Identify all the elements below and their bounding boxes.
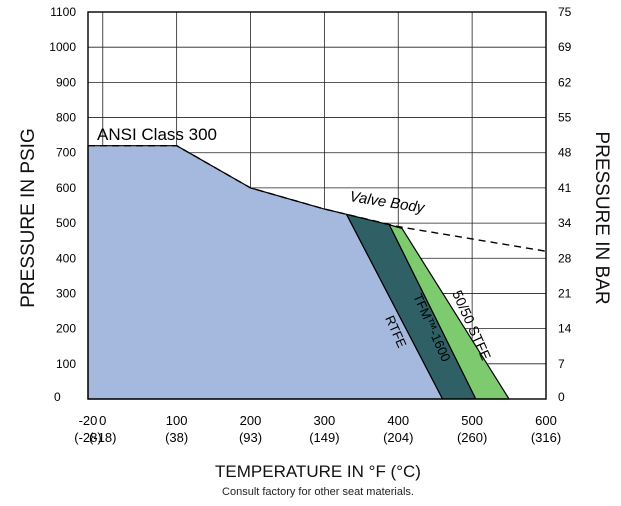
y-left-tick-label: 1000	[49, 40, 76, 54]
x-tick-sublabel: (38)	[165, 430, 188, 445]
x-tick-sublabel: (260)	[457, 430, 487, 445]
x-tick-sublabel: (204)	[383, 430, 413, 445]
y-left-tick-label: 300	[56, 286, 76, 300]
y-left-tick-labels: 0 100 200 300 400 500 600 700 800 900 1000 1100	[49, 5, 76, 404]
y-left-tick-label: 800	[56, 111, 76, 125]
x-tick-label: 600	[535, 413, 557, 428]
x-tick-label: 200	[240, 413, 262, 428]
y-right-tick-label: 48	[558, 146, 572, 160]
x-tick-labels: -20 (-28) 0 (-18) 100 (38) 200 (93) 300 (149) 400 (…	[74, 413, 561, 445]
footnote: Consult factory for other seat materials…	[222, 486, 414, 498]
x-tick-sublabel: (-28)	[74, 430, 101, 445]
y-right-tick-label: 7	[558, 357, 565, 371]
x-tick-label: 500	[461, 413, 483, 428]
y-left-tick-label: 500	[56, 216, 76, 230]
y-right-tick-label: 69	[558, 40, 572, 54]
y-right-tick-label: 75	[558, 5, 572, 19]
y-left-tick-label: 900	[56, 75, 76, 89]
y-right-tick-labels: 0 7 14 21 28 34 41 48 55 62 69 75	[558, 5, 572, 404]
x-tick-label: 300	[314, 413, 336, 428]
rating-areas	[87, 145, 510, 400]
x-tick-sublabel: (149)	[309, 430, 339, 445]
y-right-tick-label: 34	[558, 216, 572, 230]
y-right-tick-label: 28	[558, 251, 572, 265]
ansi-class-300-dashed-line	[88, 144, 547, 252]
y-left-tick-label: 100	[56, 357, 76, 371]
y-right-tick-label: 41	[558, 181, 572, 195]
x-tick-label: -20	[79, 413, 98, 428]
y-right-tick-label: 14	[558, 322, 572, 336]
y-axis-title-right: PRESSURE IN BAR	[591, 131, 612, 304]
annotation-valve-body: Valve Body	[348, 188, 427, 217]
plot-border	[87, 11, 547, 400]
x-tick-sublabel: (316)	[531, 430, 561, 445]
y-left-tick-label: 400	[56, 251, 76, 265]
y-left-tick-label: 600	[56, 181, 76, 195]
y-left-tick-label: 0	[54, 390, 61, 404]
x-tick-label: 0	[99, 413, 106, 428]
x-tick-sublabel: (-18)	[89, 430, 116, 445]
x-tick-label: 100	[166, 413, 188, 428]
y-right-tick-label: 0	[558, 390, 565, 404]
y-right-tick-label: 62	[558, 75, 572, 89]
y-left-tick-label: 1100	[50, 5, 76, 19]
y-right-tick-label: 55	[558, 111, 572, 125]
x-axis-title: TEMPERATURE IN °F (°C)	[215, 462, 421, 481]
y-left-tick-label: 700	[56, 146, 76, 160]
ansi-class-300-line	[88, 144, 547, 252]
y-left-tick-label: 200	[56, 322, 76, 336]
y-right-tick-label: 21	[558, 286, 572, 300]
x-tick-label: 400	[387, 413, 409, 428]
plot-frame	[87, 11, 547, 400]
y-axis-title-left: PRESSURE IN PSIG	[18, 128, 39, 308]
x-tick-sublabel: (93)	[239, 430, 262, 445]
annotation-ansi-class-300: ANSI Class 300	[97, 125, 217, 144]
